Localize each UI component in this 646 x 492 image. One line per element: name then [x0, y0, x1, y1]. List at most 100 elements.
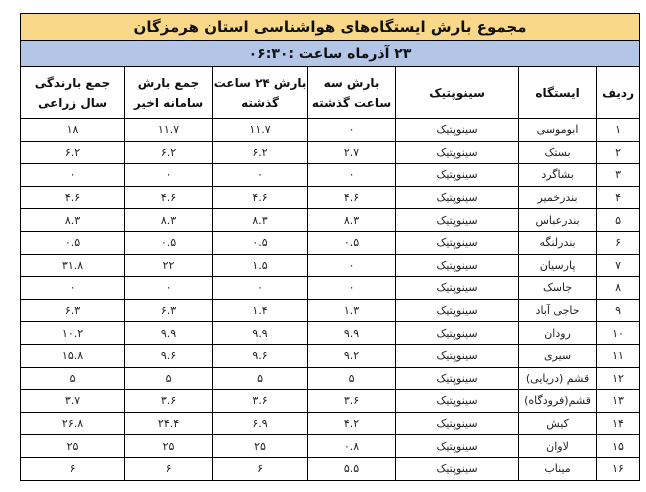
station-name: بندرلنگه	[518, 230, 598, 255]
rain-3h: ۵.۵	[307, 456, 397, 481]
row-number: ۸	[596, 276, 641, 300]
row-number: ۳	[596, 163, 641, 187]
rain-3h: ۹.۲	[307, 343, 397, 368]
table-row: ۱۰ رودان سینوپتیک ۹.۹ ۹.۹ ۹.۹ ۱۰.۲	[19, 321, 641, 345]
table-title: مجموع بارش ایستگاه‌های هواشناسی استان هر…	[19, 13, 641, 41]
rain-system-total: ۱۱.۷	[124, 118, 214, 142]
row-number: ۱۶	[596, 456, 641, 481]
table-row: ۱ ابوموسی سینوپتیک ۰ ۱۱.۷ ۱۱.۷ ۱۸	[19, 118, 641, 142]
station-type: سینوپتیک	[395, 298, 520, 323]
rain-24h: ۸.۳	[212, 208, 309, 232]
rain-season-total: ۸.۳	[19, 208, 126, 232]
row-number: ۹	[596, 298, 641, 323]
table-row: ۷ پارسیان سینوپتیک ۰ ۱.۵ ۲۲ ۳۱.۸	[19, 253, 641, 278]
rain-system-total: ۶.۲	[124, 140, 214, 165]
station-name: لاوان	[518, 434, 598, 458]
row-number: ۱۳	[596, 389, 641, 413]
table-row: ۱۵ لاوان سینوپتیک ۰.۸ ۲۵ ۲۵ ۲۵	[19, 434, 641, 458]
rain-system-total: ۶	[124, 456, 214, 481]
rain-24h: ۶.۲	[212, 140, 309, 165]
rain-24h: ۰.۵	[212, 230, 309, 255]
rain-season-total: ۰	[19, 163, 126, 187]
rain-season-total: ۱۸	[19, 118, 126, 142]
rain-3h: ۰	[307, 118, 397, 142]
row-number: ۱۴	[596, 411, 641, 436]
column-header: ردیف	[596, 66, 641, 119]
rain-3h: ۰.۸	[307, 434, 397, 458]
rain-3h: ۰.۵	[307, 230, 397, 255]
station-type: سینوپتیک	[395, 321, 520, 345]
station-name: میناب	[518, 456, 598, 481]
rain-3h: ۲.۷	[307, 140, 397, 165]
rain-system-total: ۵	[124, 366, 214, 391]
rain-system-total: ۶.۳	[124, 298, 214, 323]
station-type: سینوپتیک	[395, 343, 520, 368]
station-name: بستک	[518, 140, 598, 165]
rain-season-total: ۲۶.۸	[19, 411, 126, 436]
rain-3h: ۰	[307, 253, 397, 278]
station-name: بندرعباس	[518, 208, 598, 232]
rain-24h: ۴.۶	[212, 185, 309, 210]
station-type: سینوپتیک	[395, 253, 520, 278]
row-number: ۱۱	[596, 343, 641, 368]
rain-system-total: ۳.۶	[124, 389, 214, 413]
rain-season-total: ۰.۵	[19, 230, 126, 255]
table-row: ۱۱ سیری سینوپتیک ۹.۲ ۹.۶ ۹.۶ ۱۵.۸	[19, 343, 641, 368]
column-header: بارش سه ساعت گذشته	[307, 66, 397, 119]
station-name: رودان	[518, 321, 598, 345]
rain-3h: ۹.۹	[307, 321, 397, 345]
precipitation-table: مجموع بارش ایستگاه‌های هواشناسی استان هر…	[19, 13, 641, 481]
row-number: ۱۰	[596, 321, 641, 345]
column-header: سینوپتیک	[395, 66, 520, 119]
station-type: سینوپتیک	[395, 208, 520, 232]
station-type: سینوپتیک	[395, 185, 520, 210]
rain-season-total: ۶.۳	[19, 298, 126, 323]
station-type: سینوپتیک	[395, 434, 520, 458]
rain-24h: ۳.۶	[212, 389, 309, 413]
row-number: ۴	[596, 185, 641, 210]
station-type: سینوپتیک	[395, 118, 520, 142]
row-number: ۲	[596, 140, 641, 165]
table-row: ۱۶ میناب سینوپتیک ۵.۵ ۶ ۶ ۶	[19, 456, 641, 481]
row-number: ۷	[596, 253, 641, 278]
row-number: ۵	[596, 208, 641, 232]
rain-24h: ۰	[212, 276, 309, 300]
rain-season-total: ۳.۷	[19, 389, 126, 413]
station-type: سینوپتیک	[395, 276, 520, 300]
rain-system-total: ۴.۶	[124, 185, 214, 210]
rain-3h: ۱.۳	[307, 298, 397, 323]
rain-season-total: ۱۰.۲	[19, 321, 126, 345]
row-number: ۱۵	[596, 434, 641, 458]
rain-24h: ۵	[212, 366, 309, 391]
rain-24h: ۱۱.۷	[212, 118, 309, 142]
rain-season-total: ۶.۲	[19, 140, 126, 165]
station-name: قشم (دریایی)	[518, 366, 598, 391]
rain-3h: ۳.۶	[307, 389, 397, 413]
rain-system-total: ۲۲	[124, 253, 214, 278]
table-row: ۶ بندرلنگه سینوپتیک ۰.۵ ۰.۵ ۰.۵ ۰.۵	[19, 230, 641, 255]
station-type: سینوپتیک	[395, 456, 520, 481]
rain-24h: ۰	[212, 163, 309, 187]
column-header: جمع بارندگی سال زراعی	[19, 66, 126, 119]
rain-system-total: ۸.۳	[124, 208, 214, 232]
station-name: جاسک	[518, 276, 598, 300]
rain-season-total: ۴.۶	[19, 185, 126, 210]
table-row: ۳ بشاگرد سینوپتیک ۰ ۰ ۰ ۰	[19, 163, 641, 187]
rain-season-total: ۳۱.۸	[19, 253, 126, 278]
table-row: ۲ بستک سینوپتیک ۲.۷ ۶.۲ ۶.۲ ۶.۲	[19, 140, 641, 165]
rain-3h: ۴.۶	[307, 185, 397, 210]
table-row: ۱۴ کیش سینوپتیک ۴.۲ ۶.۹ ۲۴.۴ ۲۶.۸	[19, 411, 641, 436]
station-name: پارسیان	[518, 253, 598, 278]
table-row: ۸ جاسک سینوپتیک ۰ ۰ ۰ ۰	[19, 276, 641, 300]
rain-season-total: ۶	[19, 456, 126, 481]
rain-24h: ۹.۹	[212, 321, 309, 345]
rain-system-total: ۰	[124, 276, 214, 300]
station-type: سینوپتیک	[395, 140, 520, 165]
rain-3h: ۵	[307, 366, 397, 391]
rain-system-total: ۰.۵	[124, 230, 214, 255]
rain-24h: ۱.۴	[212, 298, 309, 323]
rain-3h: ۴.۲	[307, 411, 397, 436]
rain-season-total: ۱۵.۸	[19, 343, 126, 368]
rain-system-total: ۲۵	[124, 434, 214, 458]
rain-season-total: ۲۵	[19, 434, 126, 458]
